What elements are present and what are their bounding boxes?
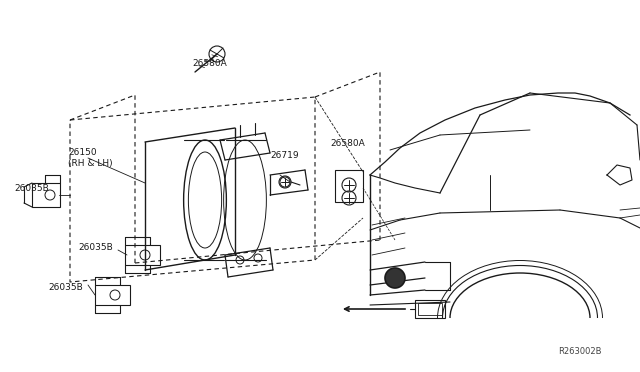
Text: 26035B: 26035B xyxy=(48,283,83,292)
Bar xyxy=(32,183,60,207)
Text: 26580A: 26580A xyxy=(192,58,227,67)
Text: 26719: 26719 xyxy=(270,151,299,160)
Text: (RH & LH): (RH & LH) xyxy=(68,158,113,167)
Text: R263002B: R263002B xyxy=(558,347,602,356)
Bar xyxy=(418,303,442,315)
Text: 26150: 26150 xyxy=(68,148,97,157)
Circle shape xyxy=(385,268,405,288)
Bar xyxy=(415,300,445,318)
Text: 26035B: 26035B xyxy=(78,244,113,253)
Text: 26035B: 26035B xyxy=(14,183,49,192)
Text: 26580A: 26580A xyxy=(330,138,365,148)
Bar xyxy=(95,285,130,305)
Bar xyxy=(335,170,363,202)
Bar xyxy=(125,245,160,265)
